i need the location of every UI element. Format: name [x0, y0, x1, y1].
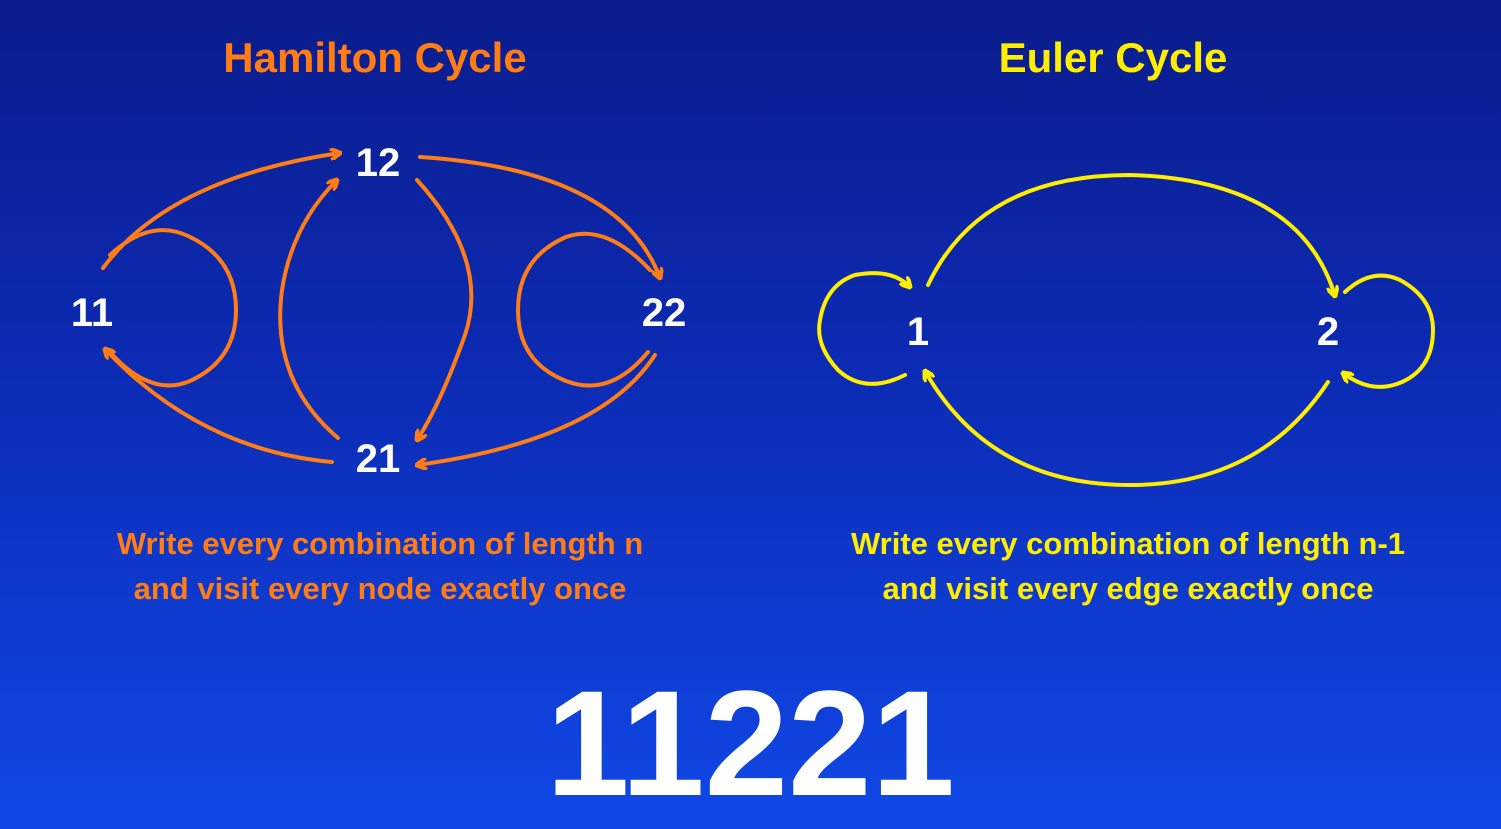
hamilton-node-12: 12 — [356, 141, 401, 185]
hamilton-node-21: 21 — [356, 437, 401, 481]
edge-21-to-11 — [105, 349, 334, 464]
euler-caption-line2: and visit every edge exactly once — [882, 571, 1374, 606]
euler-nodes: 1 2 — [907, 310, 1339, 354]
hamilton-graph — [101, 153, 660, 465]
loop-1 — [817, 271, 910, 386]
hamilton-cycle-title: Hamilton Cycle — [223, 34, 527, 81]
loop-22 — [515, 231, 652, 388]
euler-caption-line1: Write every combination of length n-1 — [850, 526, 1406, 561]
result-sequence: 11221 — [546, 659, 955, 827]
edge-22-to-21 — [417, 353, 657, 465]
euler-graph — [817, 172, 1436, 488]
hamilton-node-22: 22 — [642, 291, 687, 335]
hamilton-node-11: 11 — [71, 291, 113, 335]
euler-cycle-title: Euler Cycle — [998, 34, 1228, 81]
edge-12-to-22 — [418, 155, 660, 278]
hamilton-nodes: 11 12 22 21 — [71, 141, 686, 481]
edge-11-to-12 — [101, 153, 340, 270]
edge-1-to-2 — [926, 172, 1335, 296]
loop-2-arc — [1343, 273, 1436, 389]
euler-caption: Write every combination of length n-1 an… — [768, 521, 1488, 611]
edge-12-to-21 — [417, 178, 474, 440]
edge-2-to-1 — [925, 371, 1330, 488]
euler-node-2: 2 — [1317, 310, 1339, 354]
loop-11 — [106, 228, 239, 388]
hamilton-caption-line2: and visit every node exactly once — [133, 571, 627, 606]
edge-21-to-12 — [278, 180, 338, 440]
hamilton-caption-line1: Write every combination of length n — [116, 526, 644, 561]
hamilton-caption: Write every combination of length n and … — [20, 521, 740, 611]
euler-node-1: 1 — [907, 310, 929, 354]
